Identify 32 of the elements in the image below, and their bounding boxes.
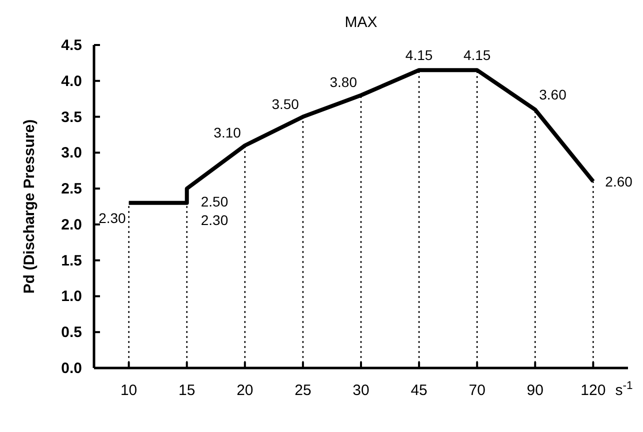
x-tick-label: 90 [526,382,544,399]
x-tick-label: 25 [294,382,312,399]
chart-title: MAX [344,14,378,31]
y-tick-label: 0.5 [61,324,82,342]
data-label: 2.30 [200,212,228,228]
data-label: 4.15 [463,47,491,64]
x-tick-label: 120 [580,382,606,399]
x-tick-label: 15 [178,382,196,399]
data-label: 3.60 [539,86,567,103]
data-label: 3.50 [272,96,300,112]
data-label: 2.60 [605,173,633,190]
y-tick-label: 1.0 [61,288,82,306]
x-tick-label: 10 [120,382,138,399]
y-tick-label: 3.5 [61,108,82,126]
y-tick-label: 4.5 [61,37,82,54]
x-tick-label: 45 [410,382,428,399]
y-axis-title: Pd (Discharge Pressure) [21,119,38,294]
x-tick-label: 20 [236,382,254,399]
y-tick-label: 4.0 [61,72,82,90]
y-tick-label: 2.5 [61,180,82,198]
data-label: 4.15 [405,47,433,64]
x-axis-title: s$^{-1}$ [615,380,633,399]
data-label: 2.50 [200,194,228,210]
y-tick-label: 2.0 [61,216,82,234]
y-tick-label: 3.0 [61,144,82,162]
y-tick-label: 0.0 [61,360,82,377]
data-label: 2.30 [98,210,126,226]
data-label: 3.10 [214,124,242,140]
data-label: 3.80 [330,74,358,90]
x-tick-label: 70 [468,382,486,399]
y-tick-label: 1.5 [61,252,82,270]
x-tick-label: 30 [352,382,370,399]
